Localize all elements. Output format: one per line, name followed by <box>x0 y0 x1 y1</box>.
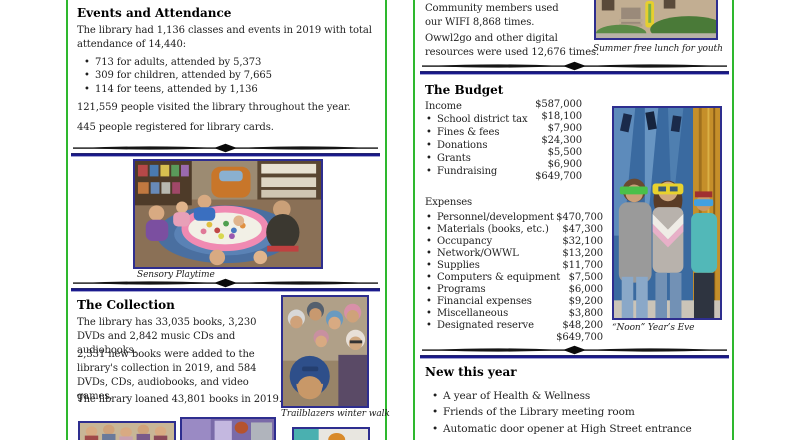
expense-item: Personnel/development <box>425 212 556 224</box>
expense-value: $6,000 <box>568 284 603 295</box>
list-item: Friends of the Library meeting room <box>431 404 726 421</box>
expense-value: $47,300 <box>562 224 603 235</box>
expense-item: Miscellaneous <box>425 308 569 320</box>
income-value: $7,900 <box>547 123 582 134</box>
expense-value: $3,800 <box>568 308 603 319</box>
expense-row: Materials (books, etc.)$47,300 <box>425 224 603 236</box>
events-heading: Events and Attendance <box>77 6 232 20</box>
cards-stat: 445 people registered for library cards. <box>77 122 274 133</box>
ornament-divider <box>420 345 729 359</box>
expense-row: Personnel/development$470,700 <box>425 212 603 224</box>
collection-p3: The library loaned 43,801 books in 2019. <box>77 394 282 405</box>
income-value: $587,000 <box>535 99 582 110</box>
income-value: $24,300 <box>541 135 582 146</box>
expenses-list: Expenses Personnel/development$470,700 M… <box>425 196 603 344</box>
ornament-divider <box>71 278 380 292</box>
expense-item: Occupancy <box>425 236 562 248</box>
new-this-year-list: A year of Health & Wellness Friends of t… <box>431 388 726 440</box>
expense-row: Occupancy$32,100 <box>425 236 603 248</box>
list-item: School district tax <box>425 113 555 126</box>
photo-caption: Trailblazers winter walk <box>281 409 390 419</box>
photo-trailblazers-walk <box>281 295 369 408</box>
income-list: Income School district tax Fines & fees … <box>425 100 555 178</box>
photo-summer-lunch <box>594 0 718 40</box>
list-item: 114 for teens, attended by 1,136 <box>83 83 373 97</box>
photo-event-partial <box>180 417 276 440</box>
expense-item: Computers & equipment <box>425 272 569 284</box>
ornament-divider <box>71 143 380 157</box>
expense-row: Computers & equipment$7,500 <box>425 272 603 284</box>
income-label: Income <box>425 101 462 112</box>
list-item: 713 for adults, attended by 5,373 <box>83 56 373 70</box>
expense-value: $9,200 <box>568 296 603 307</box>
expenses-label: Expenses <box>425 197 473 208</box>
events-intro: The library had 1,136 classes and events… <box>77 25 372 50</box>
collection-p2: 2,331 new books were added to the librar… <box>77 349 257 402</box>
collection-heading: The Collection <box>77 298 175 312</box>
expense-value: $470,700 <box>556 212 603 223</box>
expense-row: Supplies$11,700 <box>425 260 603 272</box>
expense-row: Financial expenses$9,200 <box>425 296 603 308</box>
expense-total-row: $649,700 <box>425 332 603 344</box>
list-item: Automatic door opener at High Street ent… <box>431 421 726 438</box>
income-value: $6,900 <box>547 159 582 170</box>
photo-noon-years-eve <box>612 106 722 320</box>
expense-value: $7,500 <box>568 272 603 283</box>
collection-p1: The library has 33,035 books, 3,230 DVDs… <box>77 317 257 356</box>
expense-item: Supplies <box>425 260 562 272</box>
list-item: 309 for children, attended by 7,665 <box>83 69 373 83</box>
digital-stat: Owwl2go and other digital resources were… <box>425 33 600 58</box>
photo-craft-partial <box>292 427 370 440</box>
list-item: Fines & fees <box>425 126 555 139</box>
expense-value: $48,200 <box>562 320 603 331</box>
photo-group-partial <box>78 421 176 440</box>
income-value: $18,100 <box>541 111 582 122</box>
expense-value: $32,100 <box>562 236 603 247</box>
list-item: Grants <box>425 152 555 165</box>
budget-heading: The Budget <box>425 83 504 97</box>
expense-row: Network/OWWL$13,200 <box>425 248 603 260</box>
expense-value: $13,200 <box>562 248 603 259</box>
ornament-divider <box>420 61 729 75</box>
list-item: Fundraising <box>425 165 555 178</box>
expense-row: Programs$6,000 <box>425 284 603 296</box>
income-total: $649,700 <box>535 171 582 182</box>
expense-row: Miscellaneous$3,800 <box>425 308 603 320</box>
left-page-panel <box>66 0 387 440</box>
income-values: $587,000 $18,100 $7,900 $24,300 $5,500 $… <box>488 99 582 183</box>
list-item: A year of Health & Wellness <box>431 388 726 405</box>
wifi-stat: Community members used our WIFI 8,868 ti… <box>425 3 559 28</box>
expenses-total: $649,700 <box>556 332 603 343</box>
expense-item: Financial expenses <box>425 296 569 308</box>
new-this-year-heading: New this year <box>425 365 517 379</box>
expense-item: Network/OWWL <box>425 248 562 260</box>
photo-caption: Sensory Playtime <box>137 270 215 280</box>
expense-item: Materials (books, etc.) <box>425 224 562 236</box>
income-value: $5,500 <box>547 147 582 158</box>
events-bullet-list: 713 for adults, attended by 5,373 309 fo… <box>83 56 373 97</box>
expense-item: Designated reserve <box>425 320 562 332</box>
expense-value: $11,700 <box>562 260 603 271</box>
visits-stat: 121,559 people visited the library throu… <box>77 102 351 113</box>
photo-caption: Summer free lunch for youth <box>593 44 723 54</box>
right-page-panel <box>413 0 734 440</box>
photo-sensory-playtime <box>133 159 323 269</box>
expense-item: Programs <box>425 284 569 296</box>
photo-caption: “Noon” Year’s Eve <box>612 323 695 333</box>
expense-row: Designated reserve$48,200 <box>425 320 603 332</box>
list-item: Donations <box>425 139 555 152</box>
